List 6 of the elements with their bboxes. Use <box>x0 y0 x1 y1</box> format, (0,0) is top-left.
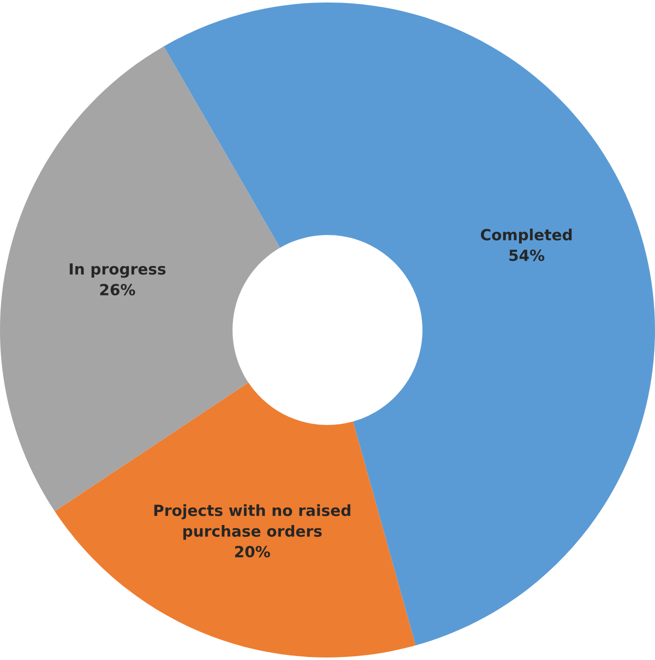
data-label: 20% <box>235 546 270 558</box>
data-label: 54% <box>509 250 544 262</box>
slice-label: Completed <box>480 228 572 244</box>
data-label: 26% <box>100 284 136 296</box>
slice-label: In progress <box>70 263 166 278</box>
slice-label: Projects with no raised purchase orders <box>154 504 350 540</box>
